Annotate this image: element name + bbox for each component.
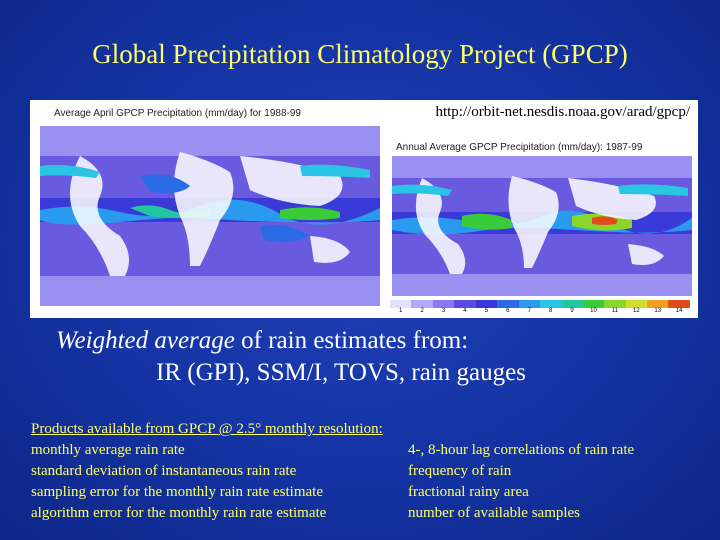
rain-estimate-sources: IR (GPI), SSM/I, TOVS, rain gauges <box>156 359 526 386</box>
product-item: fractional rainy area <box>408 484 529 500</box>
colorbar-swatch <box>390 300 412 308</box>
precipitation-colorbar <box>390 300 690 308</box>
gpcp-url: http://orbit-net.nesdis.noaa.gov/arad/gp… <box>433 104 692 121</box>
product-item: monthly average rain rate <box>31 442 185 458</box>
product-item: number of available samples <box>408 505 581 521</box>
colorbar-label: 7 <box>527 308 531 314</box>
colorbar-swatch <box>604 300 626 308</box>
colorbar-label: 14 <box>675 308 683 314</box>
colorbar-label: 5 <box>484 308 489 314</box>
colorbar-swatch <box>454 300 476 308</box>
colorbar-labels: 1 2 3 4 5 6 7 8 9 10 11 12 13 14 <box>390 308 690 318</box>
precipitation-maps-figure: http://orbit-net.nesdis.noaa.gov/arad/gp… <box>30 100 698 318</box>
colorbar-label: 11 <box>611 308 619 314</box>
colorbar-swatch <box>497 300 519 308</box>
colorbar-swatch <box>475 300 498 308</box>
annual-map-title: Annual Average GPCP Precipitation (mm/da… <box>396 142 643 153</box>
april-precipitation-map: Average April GPCP Precipitation (mm/day… <box>34 102 382 316</box>
product-item: sampling error for the monthly rain rate… <box>31 484 323 500</box>
colorbar-label: 4 <box>463 308 467 314</box>
product-item: algorithm error for the monthly rain rat… <box>31 505 327 521</box>
annual-precipitation-map: Annual Average GPCP Precipitation (mm/da… <box>378 102 696 298</box>
colorbar-label: 3 <box>441 308 446 314</box>
colorbar-swatch <box>625 300 648 308</box>
colorbar-swatch <box>411 300 433 308</box>
product-item: standard deviation of instantaneous rain… <box>31 463 297 479</box>
colorbar-swatch <box>432 300 455 308</box>
products-left-column: monthly average rain rate standard devia… <box>31 440 326 524</box>
product-item: frequency of rain <box>408 463 512 479</box>
colorbar-label: 8 <box>548 308 553 314</box>
colorbar-label: 12 <box>633 308 640 314</box>
colorbar-swatch <box>539 300 562 308</box>
products-header: Products available from GPCP @ 2.5° mont… <box>31 421 383 437</box>
colorbar-swatch <box>561 300 583 308</box>
colorbar-label: 6 <box>506 308 510 314</box>
colorbar-label: 9 <box>570 308 574 314</box>
products-right-column: 4-, 8-hour lag correlations of rain rate… <box>408 440 634 524</box>
annual-map-image <box>392 156 692 296</box>
product-item: 4-, 8-hour lag correlations of rain rate <box>408 442 635 458</box>
colorbar-swatch <box>582 300 605 308</box>
weighted-average-rest: of rain estimates from: <box>234 327 469 354</box>
colorbar-label: 10 <box>590 308 597 314</box>
weighted-average-line: Weighted average of rain estimates from: <box>56 326 468 356</box>
colorbar-label: 13 <box>654 308 662 314</box>
weighted-average-italic: Weighted average <box>56 327 235 354</box>
colorbar-swatch <box>518 300 540 308</box>
slide-title: Global Precipitation Climatology Project… <box>92 39 628 69</box>
colorbar-label: 1 <box>399 308 403 314</box>
april-map-image <box>40 126 380 306</box>
april-map-title: Average April GPCP Precipitation (mm/day… <box>54 108 301 119</box>
colorbar-swatch <box>647 300 669 308</box>
colorbar-label: 2 <box>420 308 424 314</box>
colorbar-swatch <box>668 300 690 308</box>
